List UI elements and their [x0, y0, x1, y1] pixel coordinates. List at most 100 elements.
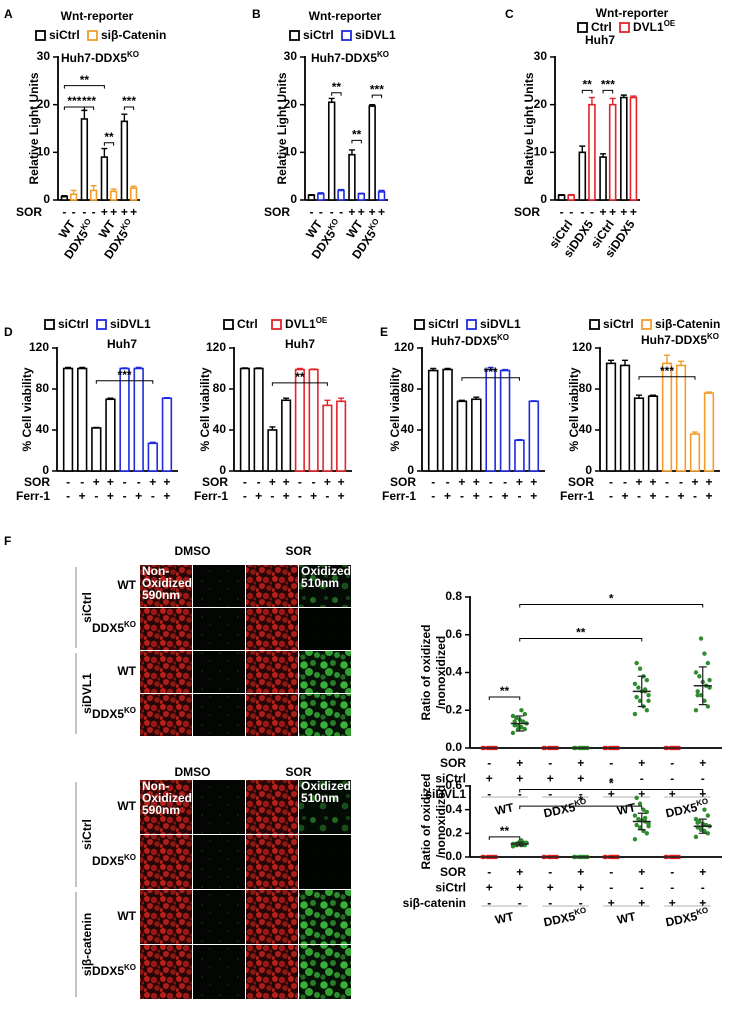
treatment-sign: +	[669, 787, 676, 801]
treatment-sign: +	[547, 772, 554, 786]
legend-swatch	[619, 22, 630, 33]
significance-bracket	[461, 377, 520, 381]
row-label-sup: KO	[124, 620, 136, 629]
row-label-sup: KO	[124, 706, 136, 715]
bar	[129, 187, 138, 201]
treatment-sign: -	[670, 881, 674, 895]
bar	[348, 153, 356, 201]
chart-subtitle-sup: KO	[707, 332, 719, 341]
bar	[703, 392, 715, 472]
treatment-sign: +	[369, 205, 376, 219]
treatment-sign: -	[609, 865, 613, 879]
treatment-sign: +	[310, 489, 317, 503]
error-bar	[135, 366, 142, 369]
treatment-sign: -	[579, 787, 583, 801]
treatment-sign: +	[93, 475, 100, 489]
y-tick-label: 80	[213, 381, 227, 395]
y-tick-label: 20	[284, 97, 298, 111]
panel-letter: C	[505, 7, 514, 21]
treatment-sign: -	[123, 489, 127, 503]
treatment-sign: +	[135, 489, 142, 503]
legend-swatch	[271, 319, 282, 330]
data-point	[642, 687, 648, 692]
treatment-sign: +	[163, 489, 170, 503]
treatment-label: SOR	[16, 205, 42, 219]
bar	[77, 367, 88, 472]
treatment-sign: +	[486, 772, 493, 786]
legend-swatch	[289, 30, 300, 41]
treatment-sign: -	[446, 475, 450, 489]
bar	[91, 427, 102, 472]
data-point	[693, 670, 699, 675]
error-bar	[609, 97, 616, 105]
data-point	[644, 677, 650, 683]
bar	[499, 369, 511, 472]
error-bar	[473, 396, 480, 400]
column-header: DMSO	[175, 765, 211, 779]
legend-label: siDVL1	[480, 317, 521, 331]
error-bar	[107, 397, 114, 400]
significance-label: ***	[67, 94, 81, 108]
significance-bracket	[602, 89, 614, 94]
image-overlay: Oxidized	[301, 779, 351, 793]
significance-bracket	[95, 380, 154, 384]
error-bar	[163, 397, 170, 399]
treatment-sign: -	[640, 772, 644, 786]
error-bar	[70, 189, 77, 195]
treatment-sign: -	[489, 489, 493, 503]
significance-label: **	[332, 80, 342, 94]
treatment-label: siβ-catenin	[403, 896, 466, 910]
group-label: WT	[616, 909, 638, 927]
micrograph	[299, 890, 351, 944]
error-bar	[458, 399, 465, 402]
micrograph	[246, 780, 298, 834]
micrograph	[299, 565, 351, 607]
error-bar	[121, 113, 128, 122]
row-label-base: DDX5	[92, 964, 124, 978]
micrograph	[193, 694, 245, 736]
treatment-sign: +	[163, 475, 170, 489]
error-bar	[678, 360, 684, 366]
significance-label: **	[582, 78, 592, 92]
bar	[120, 120, 129, 201]
treatment-sign: +	[283, 475, 290, 489]
data-point	[707, 685, 712, 690]
error-bar	[706, 391, 712, 394]
error-bar	[692, 431, 698, 435]
data-point	[632, 681, 638, 687]
micrograph	[193, 945, 245, 999]
legend-label: siDVL1	[355, 28, 396, 42]
data-point	[705, 813, 711, 818]
significance-label: ***	[601, 78, 615, 92]
treatment-sign: +	[608, 896, 615, 910]
treatment-sign: -	[487, 865, 491, 879]
y-tick-label: 0.2	[445, 826, 462, 840]
bar	[689, 433, 701, 472]
data-point	[646, 698, 651, 704]
data-point	[634, 822, 639, 828]
micrograph	[246, 835, 298, 889]
data-point	[705, 704, 711, 709]
treatment-label: SOR	[390, 475, 416, 489]
micrograph	[299, 780, 351, 834]
treatment-sign: -	[298, 475, 302, 489]
error-bar	[502, 368, 509, 371]
column-header: SOR	[285, 544, 311, 558]
bar	[69, 193, 78, 201]
treatment-sign: -	[560, 205, 564, 219]
significance-label: **	[500, 824, 510, 838]
data-point	[634, 660, 639, 666]
micrograph	[140, 890, 192, 944]
bar	[281, 399, 292, 472]
treatment-sign: +	[121, 205, 128, 219]
treatment-sign: -	[609, 756, 613, 770]
significance-bracket	[519, 805, 643, 810]
significance-bracket	[371, 94, 383, 99]
treatment-sign: -	[309, 205, 313, 219]
treatment-sign: +	[516, 756, 523, 770]
legend-label: siβ-Catenin	[655, 317, 720, 331]
group-label-sup: KO	[573, 796, 587, 807]
bar	[599, 156, 607, 201]
treatment-sign: -	[151, 489, 155, 503]
treatment-sign: +	[79, 489, 86, 503]
